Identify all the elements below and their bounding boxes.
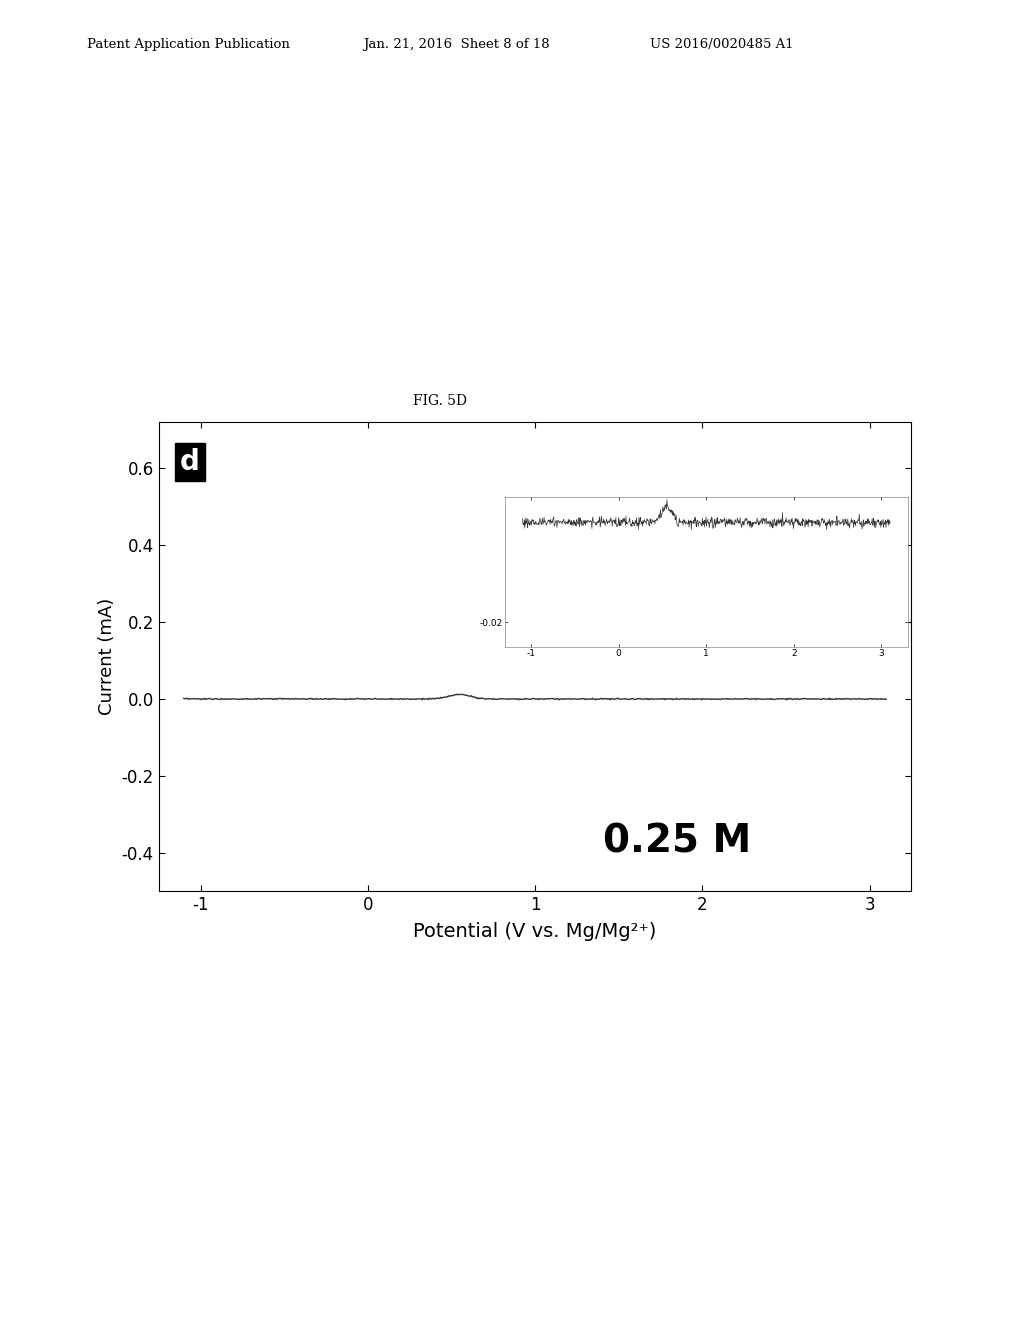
Y-axis label: Current (mA): Current (mA) xyxy=(98,598,116,715)
X-axis label: Potential (V vs. Mg/Mg²⁺): Potential (V vs. Mg/Mg²⁺) xyxy=(414,923,656,941)
Text: d: d xyxy=(180,449,200,477)
Text: Jan. 21, 2016  Sheet 8 of 18: Jan. 21, 2016 Sheet 8 of 18 xyxy=(364,37,550,50)
Text: US 2016/0020485 A1: US 2016/0020485 A1 xyxy=(650,37,794,50)
Text: FIG. 5D: FIG. 5D xyxy=(414,395,467,408)
Text: 0.25 M: 0.25 M xyxy=(603,822,752,861)
Text: Patent Application Publication: Patent Application Publication xyxy=(87,37,290,50)
